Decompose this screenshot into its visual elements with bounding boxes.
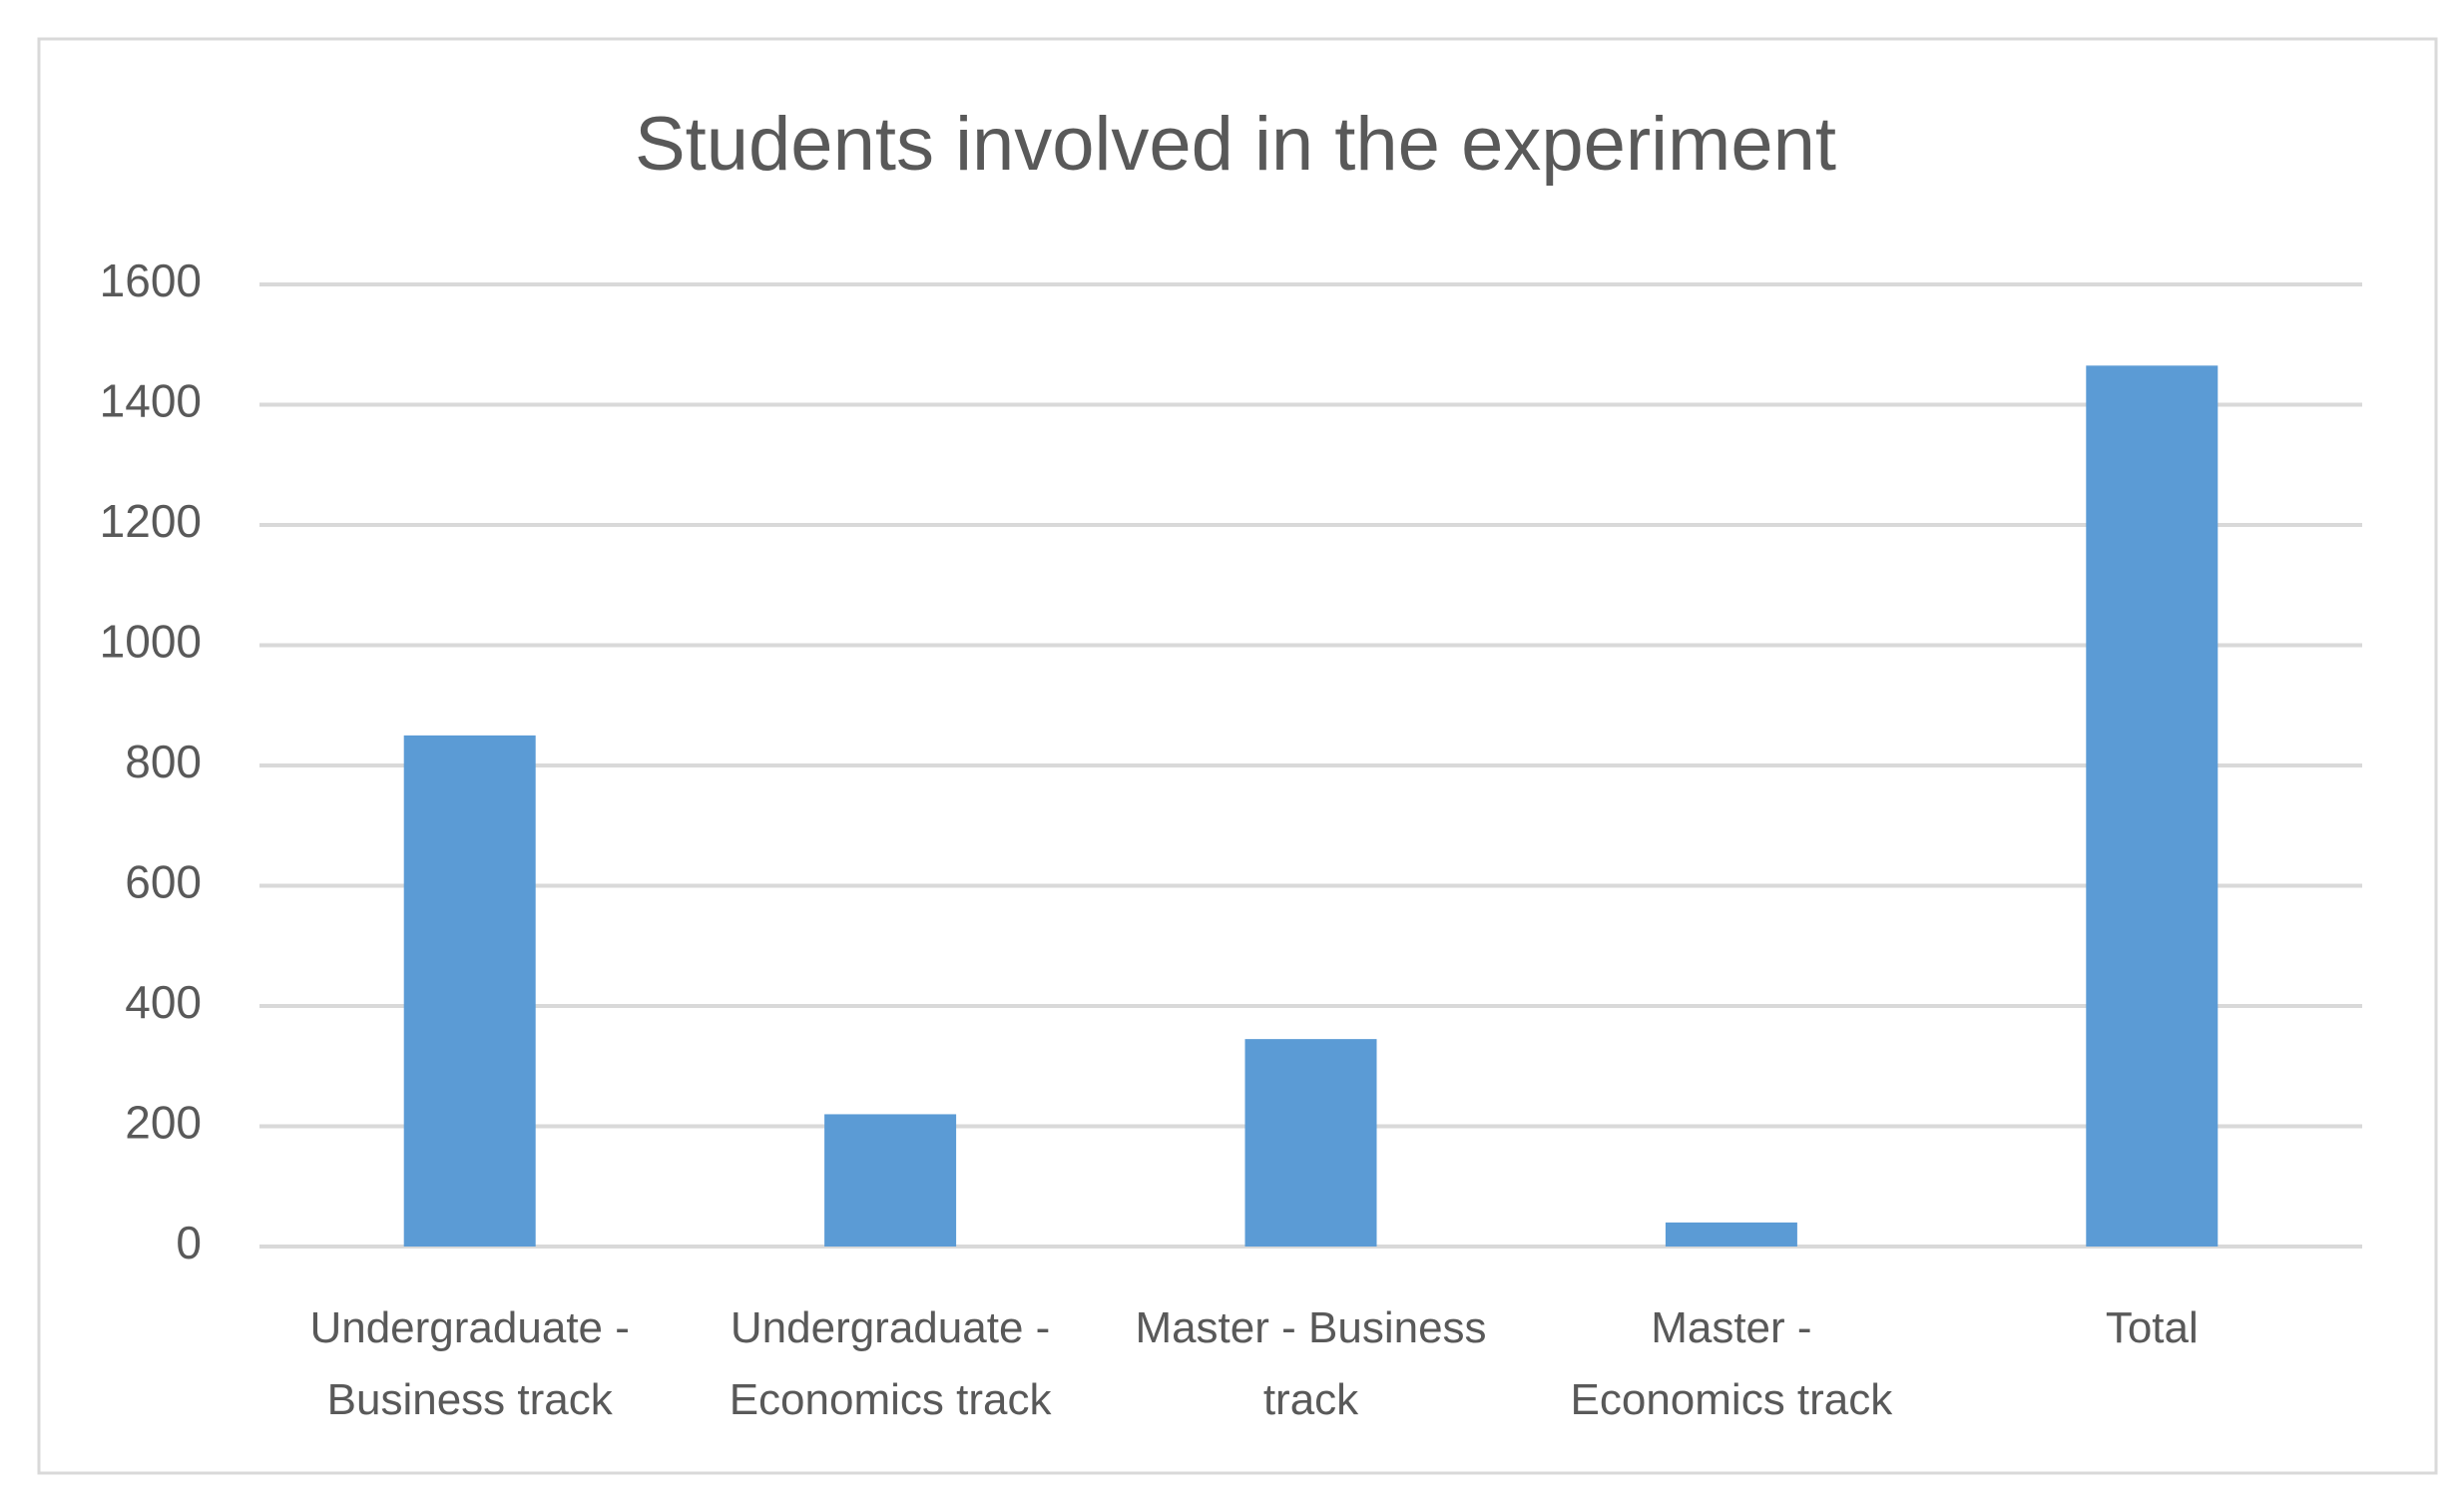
bar [1665, 1222, 1797, 1247]
y-tick-label: 0 [176, 1217, 202, 1268]
x-tick-label: Master - Economics track [1570, 1303, 1893, 1424]
bar [1244, 1039, 1377, 1247]
bar [824, 1114, 957, 1247]
y-tick-label: 1400 [100, 375, 202, 427]
x-tick-label: Undergraduate - Business track [309, 1303, 630, 1424]
x-tick-label: Total [2105, 1303, 2199, 1352]
y-tick-label: 1600 [100, 254, 202, 306]
bar [2086, 365, 2218, 1247]
y-tick-label: 400 [125, 976, 202, 1028]
x-tick-label: Master - Business track [1135, 1303, 1487, 1424]
y-tick-label: 600 [125, 856, 202, 908]
y-tick-label: 200 [125, 1097, 202, 1149]
y-tick-label: 1000 [100, 616, 202, 668]
y-tick-label: 800 [125, 736, 202, 787]
chart-title: Students involved in the experiment [635, 102, 1836, 187]
chart-border [37, 37, 2438, 1475]
x-tick-label: Undergraduate - Economics track [729, 1303, 1052, 1424]
bar [403, 735, 536, 1247]
y-tick-label: 1200 [100, 495, 202, 547]
